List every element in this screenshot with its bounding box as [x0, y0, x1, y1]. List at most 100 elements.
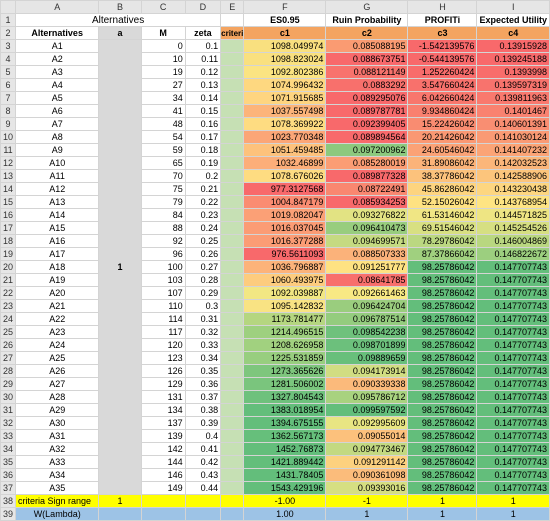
column-header-h[interactable]: H — [407, 0, 478, 14]
c2-value-cell[interactable]: 0.085280019 — [325, 156, 409, 170]
weight-c3[interactable]: 1 — [407, 507, 478, 521]
row-header[interactable]: 26 — [0, 338, 17, 352]
cell-e1[interactable] — [220, 13, 245, 27]
alternative-cell[interactable]: A12 — [15, 182, 100, 196]
c4-value-cell[interactable]: 0.13915928 — [476, 39, 550, 53]
c2-value-cell[interactable]: 0.094773467 — [325, 442, 409, 456]
cell-c39[interactable] — [140, 507, 186, 521]
c4-value-cell[interactable]: 0.141407232 — [476, 143, 550, 157]
alternative-cell[interactable]: A11 — [15, 169, 100, 183]
criteria-cell[interactable] — [220, 442, 245, 456]
c2-value-cell[interactable]: 0.094173914 — [325, 364, 409, 378]
criteria-cell[interactable] — [220, 169, 245, 183]
row-header[interactable]: 21 — [0, 273, 17, 287]
c3-value-cell[interactable]: 98.25786042 — [407, 468, 478, 482]
c1-value-cell[interactable]: 1421.889442 — [243, 455, 327, 469]
c2-value-cell[interactable]: 0.096410473 — [325, 221, 409, 235]
m-cell[interactable]: 92 — [140, 234, 186, 248]
c2-value-cell[interactable]: 0.085934253 — [325, 195, 409, 209]
c1-value-cell[interactable]: 1074.996432 — [243, 78, 327, 92]
m-cell[interactable]: 126 — [140, 364, 186, 378]
c4-value-cell[interactable]: 0.139245188 — [476, 52, 550, 66]
row-header[interactable]: 32 — [0, 416, 17, 430]
criteria-cell[interactable] — [220, 364, 245, 378]
c4-value-cell[interactable]: 0.147707743 — [476, 286, 550, 300]
row-header[interactable]: 11 — [0, 143, 17, 157]
m-cell[interactable]: 100 — [140, 260, 186, 274]
alternative-cell[interactable]: A4 — [15, 78, 100, 92]
c3-value-cell[interactable]: 20.21426042 — [407, 130, 478, 144]
criteria-cell[interactable] — [220, 117, 245, 131]
zeta-cell[interactable]: 0.19 — [184, 156, 222, 170]
zeta-cell[interactable]: 0.28 — [184, 273, 222, 287]
a-value-cell[interactable]: 1 — [98, 39, 142, 495]
c1-value-cell[interactable]: 1173.781477 — [243, 312, 327, 326]
c3-value-cell[interactable]: 15.22426042 — [407, 117, 478, 131]
criteria-cell[interactable] — [220, 273, 245, 287]
row-header[interactable]: 9 — [0, 117, 17, 131]
row-header[interactable]: 16 — [0, 208, 17, 222]
c1-value-cell[interactable]: 1032.46899 — [243, 156, 327, 170]
zeta-cell[interactable]: 0.21 — [184, 182, 222, 196]
alternative-cell[interactable]: A15 — [15, 221, 100, 235]
c4-value-cell[interactable]: 0.147707743 — [476, 312, 550, 326]
zeta-cell[interactable]: 0.33 — [184, 338, 222, 352]
alternative-cell[interactable]: A30 — [15, 416, 100, 430]
c1-value-cell[interactable]: 1362.567173 — [243, 429, 327, 443]
criteria-cell[interactable] — [220, 221, 245, 235]
m-cell[interactable]: 144 — [140, 455, 186, 469]
c1-value-cell[interactable]: 1214.496515 — [243, 325, 327, 339]
alternative-cell[interactable]: A17 — [15, 247, 100, 261]
c1-value-cell[interactable]: 1394.675155 — [243, 416, 327, 430]
c2-value-cell[interactable]: 0.098701899 — [325, 338, 409, 352]
c2-value-cell[interactable]: 0.088507333 — [325, 247, 409, 261]
c1-value-cell[interactable]: 1452.76873 — [243, 442, 327, 456]
c4-value-cell[interactable]: 0.146004869 — [476, 234, 550, 248]
c1-value-cell[interactable]: 1281.506002 — [243, 377, 327, 391]
alternative-cell[interactable]: A22 — [15, 312, 100, 326]
c3-value-cell[interactable]: 6.042660424 — [407, 91, 478, 105]
alternative-cell[interactable]: A35 — [15, 481, 100, 495]
criteria-cell[interactable] — [220, 52, 245, 66]
criteria-cell[interactable] — [220, 143, 245, 157]
c3-value-cell[interactable]: 45.86286042 — [407, 182, 478, 196]
c1-value-cell[interactable]: 1036.796887 — [243, 260, 327, 274]
c1-value-cell[interactable]: 1037.557498 — [243, 104, 327, 118]
c1-value-cell[interactable]: 1273.365626 — [243, 364, 327, 378]
c2-value-cell[interactable]: 0.09889659 — [325, 351, 409, 365]
c1-value-cell[interactable]: 1004.847179 — [243, 195, 327, 209]
zeta-cell[interactable]: 0.22 — [184, 195, 222, 209]
c1-value-cell[interactable]: 1060.493975 — [243, 273, 327, 287]
m-cell[interactable]: 84 — [140, 208, 186, 222]
c4-value-cell[interactable]: 0.147707743 — [476, 364, 550, 378]
header-profiti[interactable]: PROFITi — [407, 13, 478, 27]
zeta-cell[interactable]: 0.11 — [184, 52, 222, 66]
m-cell[interactable]: 107 — [140, 286, 186, 300]
column-header-i[interactable]: I — [476, 0, 550, 14]
alternative-cell[interactable]: A20 — [15, 286, 100, 300]
criteria-cell[interactable] — [220, 182, 245, 196]
c3-value-cell[interactable]: 98.25786042 — [407, 442, 478, 456]
c2-value-cell[interactable]: 0.096787514 — [325, 312, 409, 326]
criteria-cell[interactable] — [220, 416, 245, 430]
weight-c2[interactable]: 1 — [325, 507, 409, 521]
column-header-f[interactable]: F — [243, 0, 327, 14]
c2-value-cell[interactable]: 0.099597592 — [325, 403, 409, 417]
m-cell[interactable]: 103 — [140, 273, 186, 287]
c4-value-cell[interactable]: 0.147707743 — [476, 442, 550, 456]
c2-value-cell[interactable]: 0.094699571 — [325, 234, 409, 248]
zeta-cell[interactable]: 0.38 — [184, 403, 222, 417]
header-c2[interactable]: c2 — [325, 26, 409, 40]
c2-value-cell[interactable]: 0.0883292 — [325, 78, 409, 92]
criteria-cell[interactable] — [220, 403, 245, 417]
c3-value-cell[interactable]: 38.37786042 — [407, 169, 478, 183]
zeta-cell[interactable]: 0.15 — [184, 104, 222, 118]
c2-value-cell[interactable]: 0.08641785 — [325, 273, 409, 287]
alternative-cell[interactable]: A2 — [15, 52, 100, 66]
c2-value-cell[interactable]: 0.090361098 — [325, 468, 409, 482]
alternative-cell[interactable]: A33 — [15, 455, 100, 469]
row-header[interactable]: 13 — [0, 169, 17, 183]
c2-value-cell[interactable]: 0.092661463 — [325, 286, 409, 300]
row-header[interactable]: 14 — [0, 182, 17, 196]
m-cell[interactable]: 134 — [140, 403, 186, 417]
